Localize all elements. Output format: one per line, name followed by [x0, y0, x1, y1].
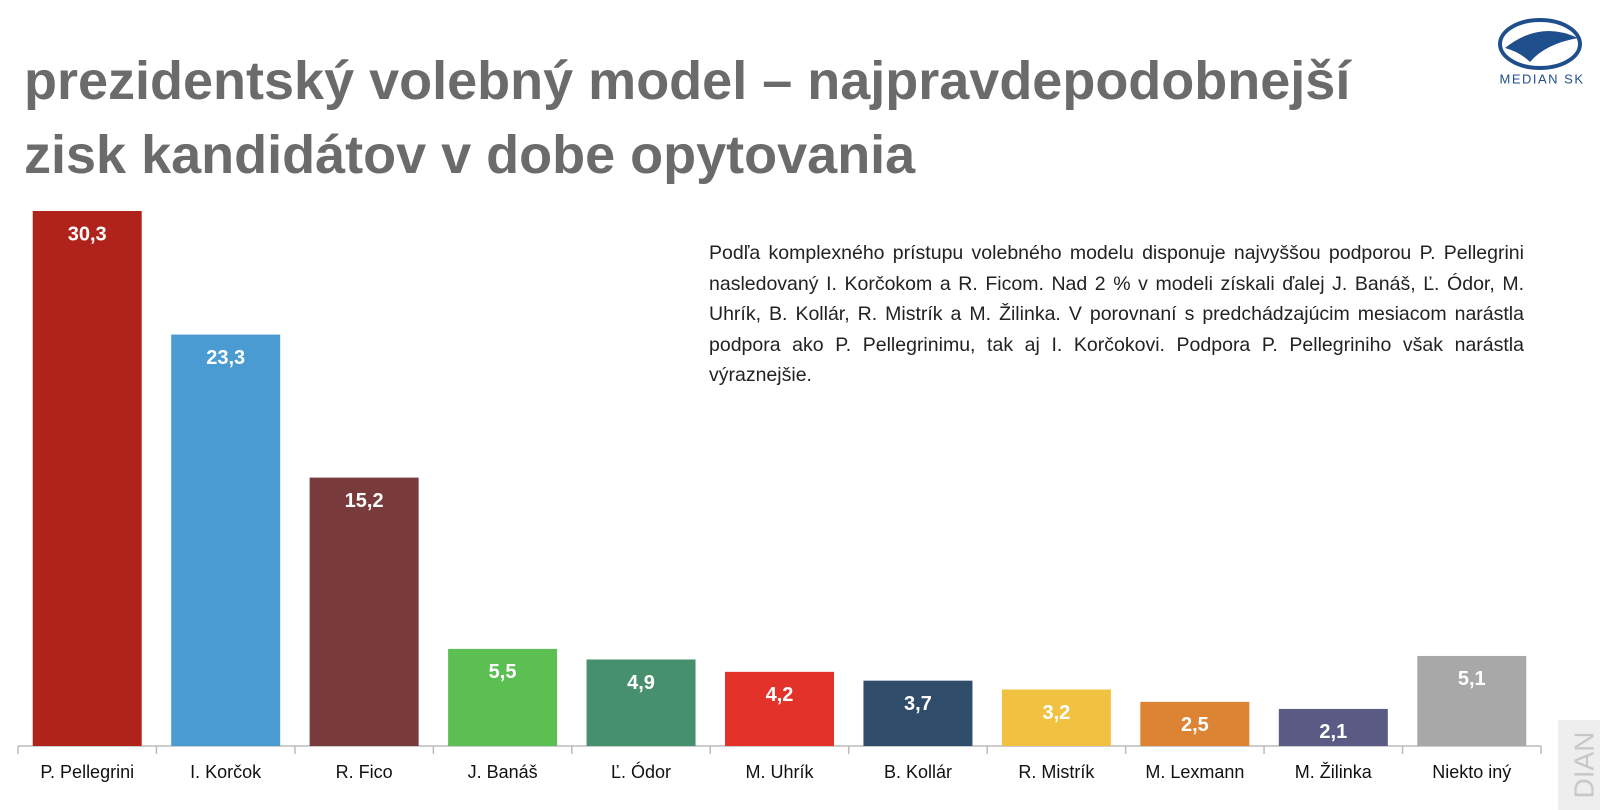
- logo-text: MEDIAN SK: [1499, 71, 1584, 86]
- x-tick-label: J. Banáš: [468, 762, 538, 782]
- data-label: 3,2: [1043, 702, 1071, 724]
- chart-title: prezidentský volebný model – najpravdepo…: [24, 51, 1351, 185]
- bar: [448, 648, 558, 746]
- data-label: 2,5: [1181, 714, 1209, 736]
- x-tick-label: Ľ. Ódor: [611, 761, 671, 782]
- data-label: 3,7: [904, 693, 932, 715]
- data-label: 15,2: [345, 490, 384, 512]
- x-tick-label: P. Pellegrini: [40, 762, 134, 782]
- bar: [1278, 708, 1388, 746]
- logo-ring: [1498, 18, 1582, 70]
- bar: [171, 334, 281, 746]
- watermark-box: [1558, 720, 1600, 810]
- x-tick-label: M. Žilinka: [1295, 762, 1373, 782]
- data-label: 30,3: [68, 223, 107, 245]
- x-tick-label: Niekto iný: [1432, 762, 1511, 782]
- bar: [1417, 655, 1527, 746]
- description: Podľa komplexného prístupu volebného mod…: [709, 242, 1524, 386]
- data-label: 4,9: [627, 672, 655, 694]
- watermark: DIAN: [1568, 732, 1599, 799]
- bar: [32, 211, 142, 746]
- data-label: 5,5: [489, 661, 517, 683]
- data-label: 5,1: [1458, 668, 1486, 690]
- bar: [1001, 689, 1111, 746]
- x-tick-label: B. Kollár: [884, 762, 952, 782]
- bar: [863, 680, 973, 746]
- data-label: 2,1: [1319, 721, 1347, 743]
- x-tick-label: R. Mistrík: [1018, 762, 1095, 782]
- bar: [586, 659, 696, 746]
- bar: [309, 477, 419, 746]
- data-label: 23,3: [206, 347, 245, 369]
- logo-swoosh: [1505, 30, 1578, 62]
- x-tick-label: R. Fico: [336, 762, 393, 782]
- data-label: 4,2: [766, 684, 794, 706]
- bar: [725, 671, 834, 746]
- x-tick-label: M. Lexmann: [1145, 762, 1244, 782]
- x-tick-label: I. Korčok: [190, 762, 262, 782]
- x-tick-label: M. Uhrík: [745, 762, 814, 782]
- bar: [1140, 701, 1250, 746]
